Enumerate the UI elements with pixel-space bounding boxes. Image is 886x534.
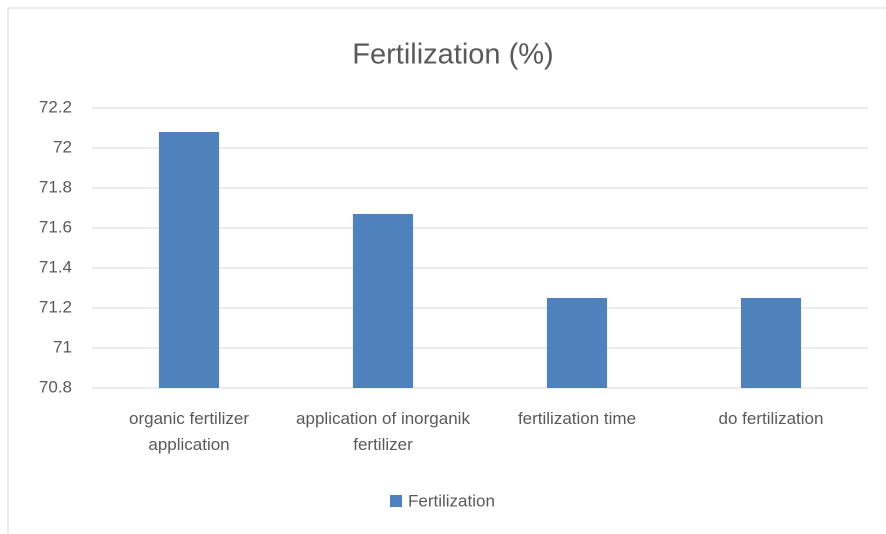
chart-border [7,7,886,534]
y-tick-label: 71.8 [39,177,72,196]
y-tick-label: 71.4 [39,257,72,276]
bar [740,298,802,388]
legend-swatch [390,495,402,507]
x-tick-label: application of inorganik fertilizer [296,409,470,454]
x-tick-label: organic fertilizer application [129,409,249,454]
y-tick-label: 71.2 [39,297,72,316]
y-tick-label: 71 [53,337,72,356]
y-tick-label: 72 [53,137,72,156]
y-tick-label: 70.8 [39,377,72,396]
y-tick-label: 72.2 [39,97,72,116]
bar [546,298,608,388]
bar [158,132,220,388]
x-tick-label: fertilization time [517,409,637,428]
bar [352,214,414,388]
x-tick-label: do fertilization [718,409,824,428]
y-tick-label: 71.6 [39,217,72,236]
chart-title: Fertilization (%) [352,39,553,71]
legend-label: Fertilization [408,491,495,510]
